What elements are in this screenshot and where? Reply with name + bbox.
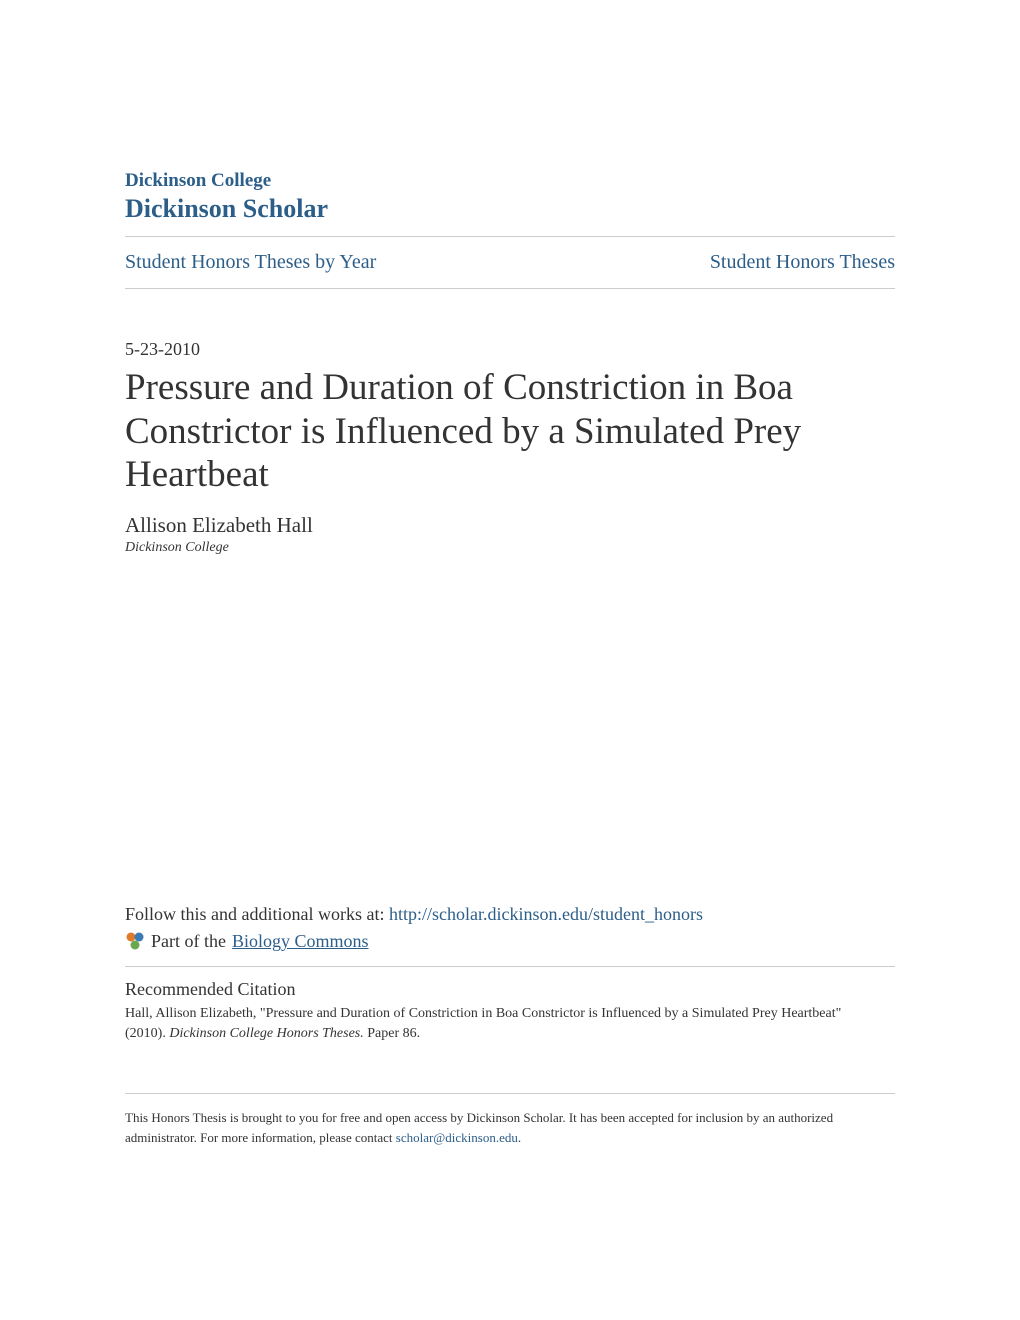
citation-line1: Hall, Allison Elizabeth, "Pressure and D…: [125, 1006, 841, 1021]
follow-prefix: Follow this and additional works at:: [125, 904, 389, 924]
citation-text: Hall, Allison Elizabeth, "Pressure and D…: [125, 1004, 895, 1043]
nav-link-by-year[interactable]: Student Honors Theses by Year: [125, 251, 376, 274]
follow-section: Follow this and additional works at: htt…: [125, 904, 895, 952]
author-affiliation: Dickinson College: [125, 540, 895, 556]
citation-section: Recommended Citation Hall, Allison Eliza…: [125, 966, 895, 1043]
header-block: Dickinson College Dickinson Scholar: [125, 170, 895, 224]
citation-journal: Dickinson College Honors Theses.: [169, 1026, 363, 1041]
citation-line2-prefix: (2010).: [125, 1026, 169, 1041]
repository-name[interactable]: Dickinson Scholar: [125, 194, 895, 224]
footer-text-suffix: .: [518, 1130, 521, 1145]
nav-link-honors-theses[interactable]: Student Honors Theses: [710, 251, 895, 274]
network-icon: [125, 931, 145, 951]
author-name: Allison Elizabeth Hall: [125, 513, 895, 538]
paper-title: Pressure and Duration of Constriction in…: [125, 366, 895, 497]
commons-link[interactable]: Biology Commons: [232, 931, 369, 952]
partof-row: Part of the Biology Commons: [125, 931, 895, 952]
citation-heading: Recommended Citation: [125, 979, 895, 1000]
partof-prefix: Part of the: [151, 931, 226, 952]
follow-url-link[interactable]: http://scholar.dickinson.edu/student_hon…: [389, 904, 703, 924]
footer-email-link[interactable]: scholar@dickinson.edu: [396, 1130, 518, 1145]
nav-bar: Student Honors Theses by Year Student Ho…: [125, 236, 895, 289]
footer-section: This Honors Thesis is brought to you for…: [125, 1093, 895, 1147]
institution-name[interactable]: Dickinson College: [125, 170, 895, 192]
publication-date: 5-23-2010: [125, 339, 895, 360]
citation-line2-suffix: Paper 86.: [364, 1026, 420, 1041]
